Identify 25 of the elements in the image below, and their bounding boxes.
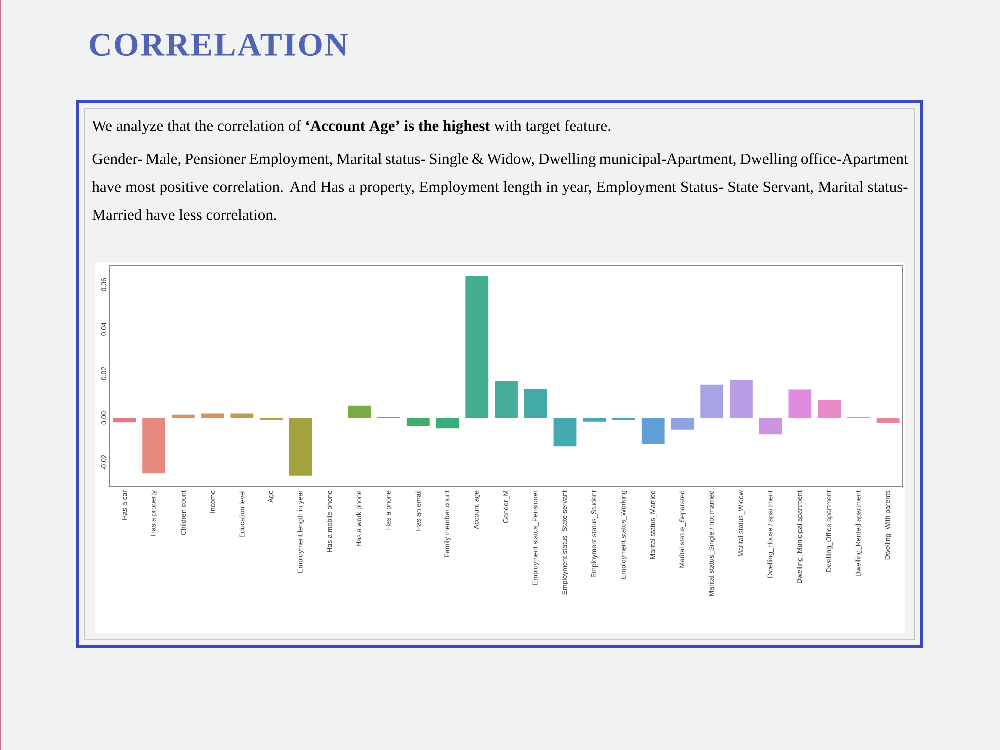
bar bbox=[172, 414, 195, 418]
bar bbox=[583, 418, 606, 422]
bar bbox=[876, 418, 900, 424]
bar bbox=[671, 418, 694, 430]
bar bbox=[466, 276, 489, 418]
bar bbox=[495, 381, 518, 418]
bar bbox=[230, 414, 254, 418]
bar bbox=[554, 418, 577, 447]
bar bbox=[348, 406, 372, 418]
bar bbox=[142, 418, 166, 474]
bar bbox=[788, 390, 812, 418]
bar bbox=[113, 418, 136, 423]
bar bbox=[818, 400, 842, 418]
bar bbox=[642, 418, 665, 444]
bar bbox=[730, 380, 753, 418]
bar bbox=[406, 418, 430, 426]
bar bbox=[289, 418, 312, 476]
bar bbox=[700, 384, 724, 418]
bar bbox=[759, 418, 782, 435]
chart-title: CORRELATION bbox=[90, 34, 348, 56]
text: Gender- Male, Pensioner Employment, Marital status- Single & Widow, Dwelling municipal-Apartment, Dwelling office-Apartment have most positive correlation. And Has a property, Employment length in year, Employment Status- State Servant, Marital status- Married have less correlation. bbox=[92, 153, 908, 220]
bar bbox=[436, 418, 460, 429]
bar bbox=[524, 389, 548, 418]
text: We analyze that the correlation of ‘Account Age’ is the highest with target feature. bbox=[92, 120, 610, 135]
bar bbox=[201, 414, 224, 418]
